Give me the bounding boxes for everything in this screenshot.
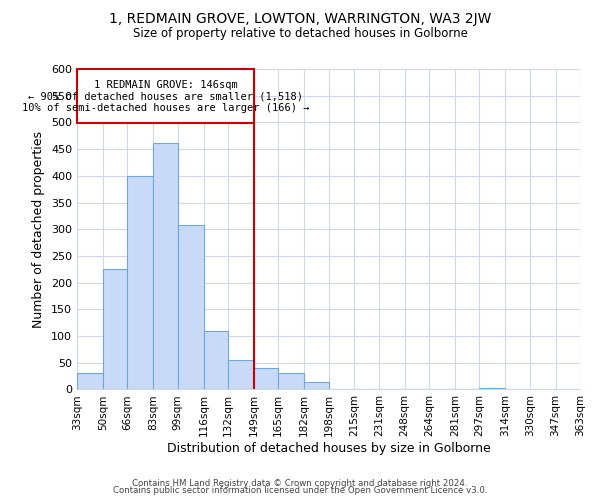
Bar <box>127 176 153 390</box>
Text: 1, REDMAIN GROVE, LOWTON, WARRINGTON, WA3 2JW: 1, REDMAIN GROVE, LOWTON, WARRINGTON, WA… <box>109 12 491 26</box>
Bar <box>228 360 254 390</box>
Bar <box>103 270 127 390</box>
Bar <box>203 330 228 390</box>
Bar <box>178 225 203 390</box>
Text: Contains HM Land Registry data © Crown copyright and database right 2024.: Contains HM Land Registry data © Crown c… <box>132 478 468 488</box>
Text: Size of property relative to detached houses in Golborne: Size of property relative to detached ho… <box>133 28 467 40</box>
Bar <box>278 374 304 390</box>
FancyBboxPatch shape <box>77 69 254 124</box>
Bar <box>254 368 278 390</box>
Bar <box>479 388 505 390</box>
Text: Contains public sector information licensed under the Open Government Licence v3: Contains public sector information licen… <box>113 486 487 495</box>
Bar <box>77 374 103 390</box>
Text: 1 REDMAIN GROVE: 146sqm
← 90% of detached houses are smaller (1,518)
10% of semi: 1 REDMAIN GROVE: 146sqm ← 90% of detache… <box>22 80 309 113</box>
Bar <box>153 142 178 390</box>
X-axis label: Distribution of detached houses by size in Golborne: Distribution of detached houses by size … <box>167 442 490 455</box>
Bar <box>304 382 329 390</box>
Y-axis label: Number of detached properties: Number of detached properties <box>32 130 46 328</box>
